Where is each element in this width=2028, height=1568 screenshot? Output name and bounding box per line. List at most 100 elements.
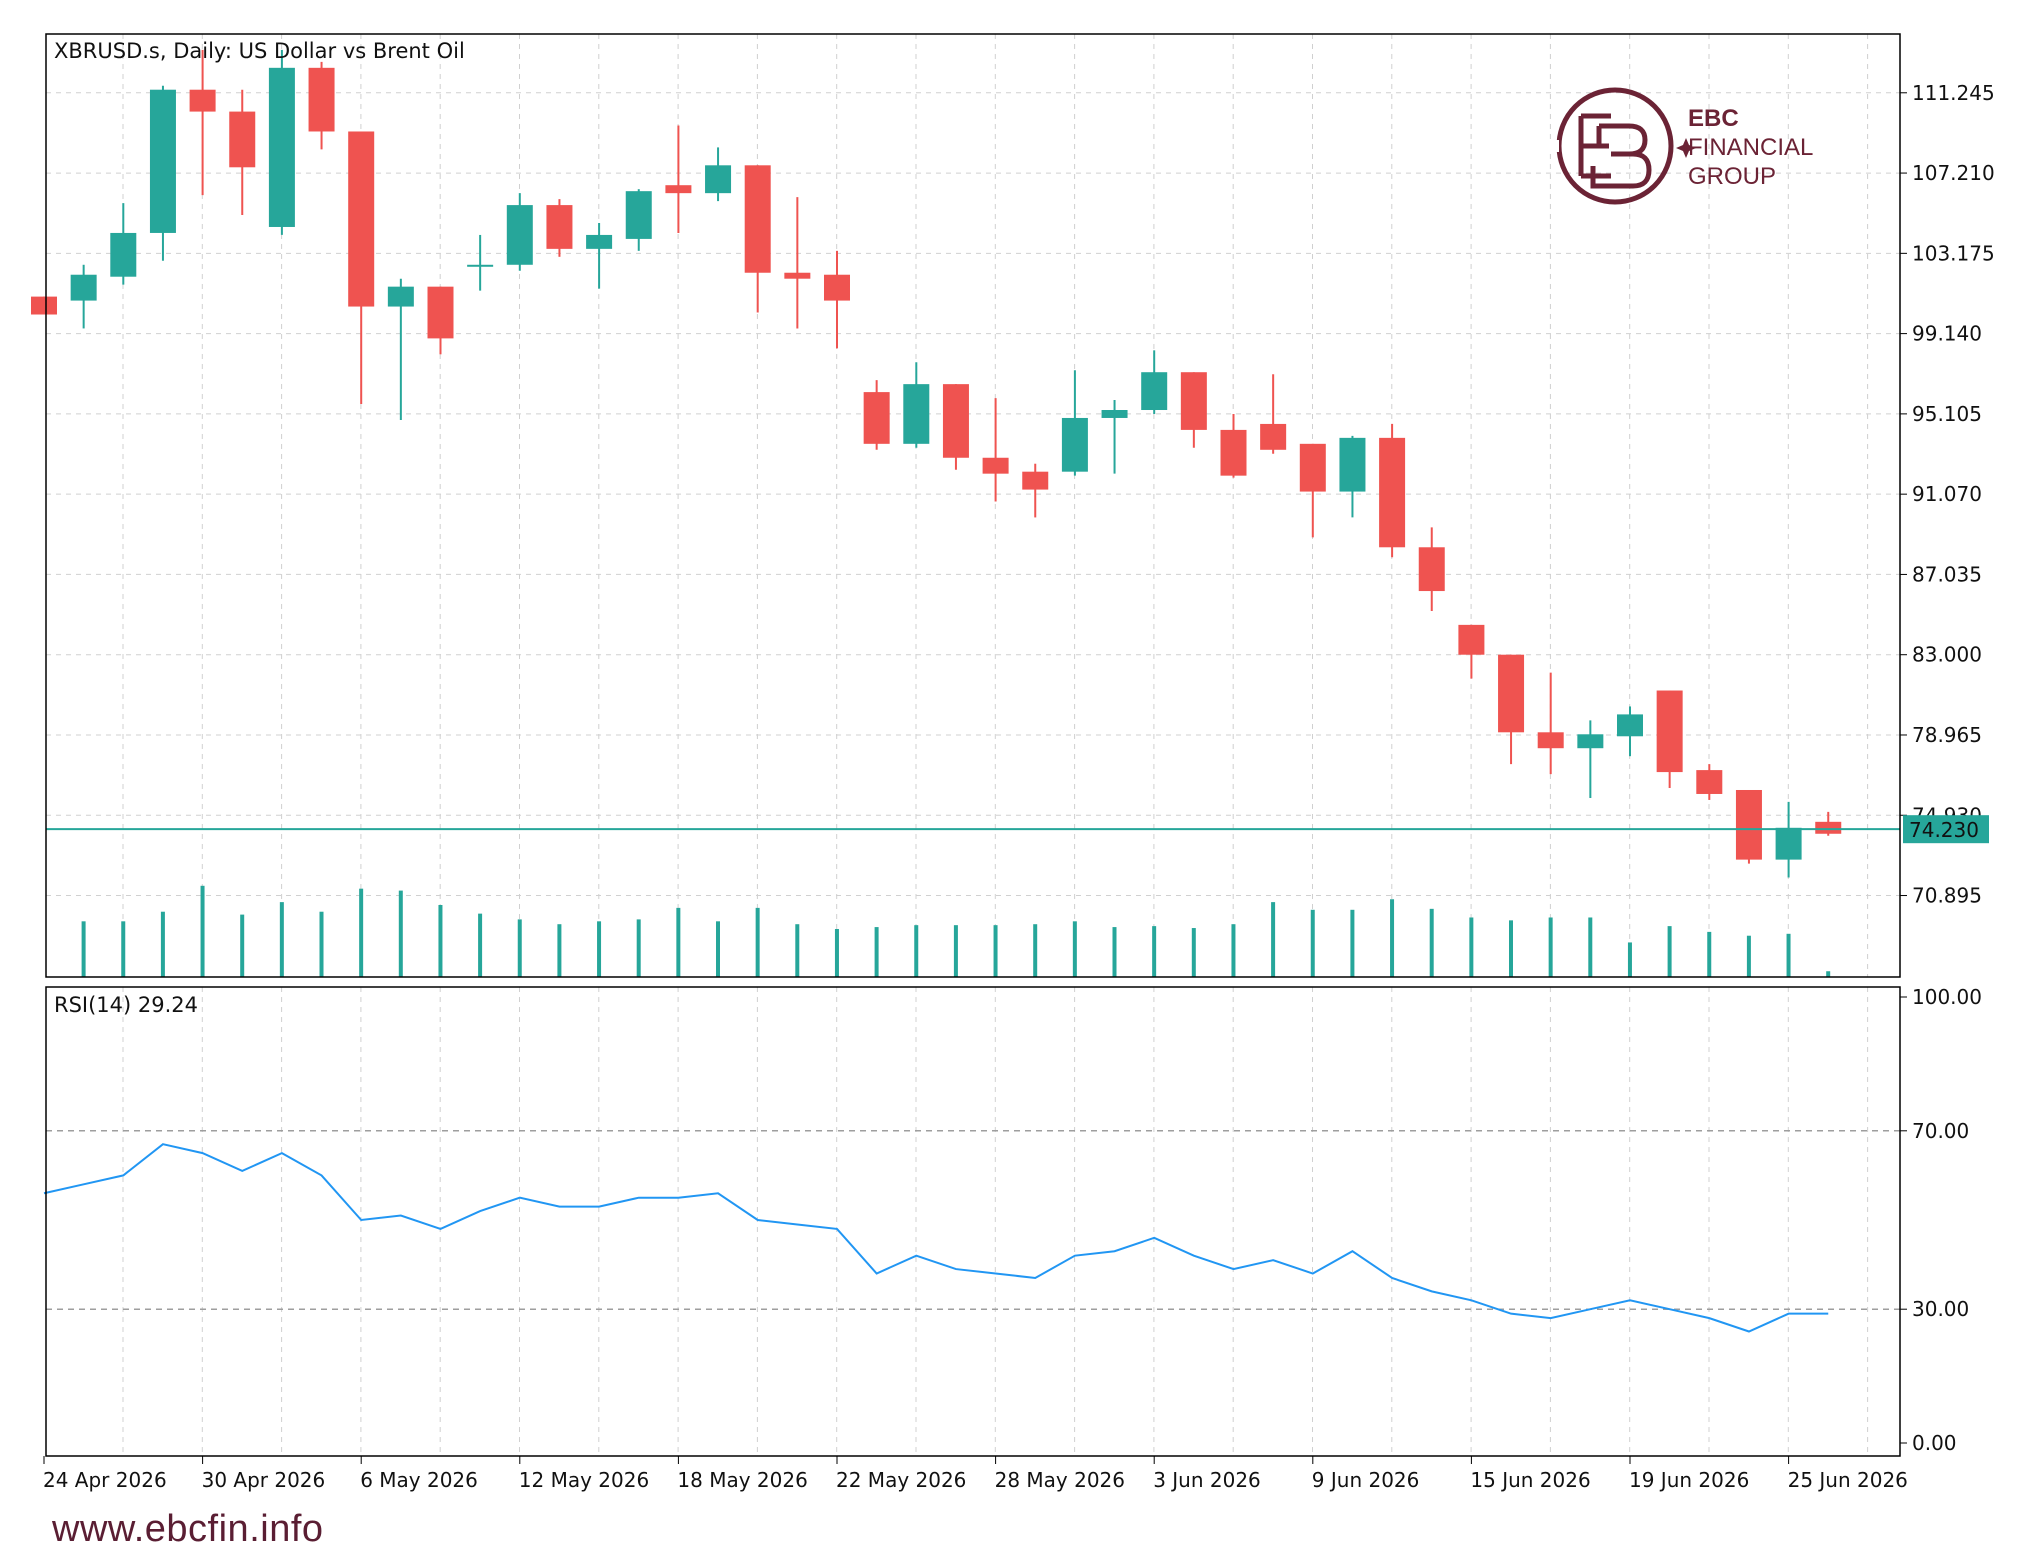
rsi-title: RSI(14) 29.24 [54, 993, 198, 1017]
ebc-logo-icon [1545, 87, 1696, 205]
volume-bar [636, 919, 641, 977]
volume-bar [1271, 902, 1276, 977]
volume-bar [953, 925, 958, 977]
volume-bar [359, 888, 364, 977]
volume-bar [398, 890, 403, 977]
volume-bar [438, 905, 443, 977]
candle-body [229, 111, 256, 168]
candle-body [1656, 690, 1683, 773]
current-price-label: 74.230 [1909, 818, 1979, 842]
y-tick-label: 99.140 [1912, 322, 1982, 346]
volume-bar [1231, 924, 1236, 977]
x-tick-label: 25 Jun 2026 [1788, 1468, 1908, 1492]
candle-body [1617, 714, 1643, 737]
x-tick-label: 22 May 2026 [836, 1468, 966, 1492]
rsi-axis: 100.00 70.00 30.00 0.00 [1900, 985, 1982, 1455]
volume-bar [1033, 924, 1038, 977]
y-tick-label: 91.070 [1912, 482, 1982, 506]
rsi-levels [46, 1130, 1900, 1310]
rsi-panel: 100.00 70.00 30.00 0.00 RSI(14) 29.24 [43, 985, 1982, 1457]
candle-body [1379, 437, 1406, 548]
y-tick-label: 100.00 [1912, 985, 1982, 1009]
candle-body [942, 384, 969, 458]
candle-body [1775, 827, 1802, 860]
volume-bar [557, 924, 562, 977]
candle-body [586, 234, 613, 249]
volume-bar [1469, 917, 1474, 977]
candle-body [149, 89, 176, 233]
x-tick-label: 18 May 2026 [677, 1468, 807, 1492]
brand-line-2: FINANCIAL [1688, 134, 1814, 161]
volume-bar [597, 921, 602, 977]
y-tick-label: 95.105 [1912, 402, 1982, 426]
y-tick-label: 107.210 [1912, 161, 1995, 185]
candle-body [348, 131, 375, 307]
candle-body [665, 185, 692, 194]
candle-body [308, 67, 335, 132]
volume-bar [716, 921, 720, 977]
volume-bar [1746, 935, 1751, 977]
brand-line-1: EBC [1688, 105, 1739, 132]
price-axis: 111.245 107.210 103.175 99.140 95.105 91.070 8… [1900, 81, 1995, 908]
volume-bar [160, 911, 165, 977]
candle-body [744, 165, 771, 273]
rsi-line [43, 1143, 1829, 1333]
price-panel-frame [45, 33, 1901, 978]
volume-bar [1310, 909, 1315, 977]
volume-bar [121, 921, 126, 977]
volume-bar [200, 885, 205, 977]
volume-bar [1667, 926, 1672, 977]
candle-body [824, 274, 850, 301]
y-tick-label: 78.965 [1912, 723, 1982, 747]
brand-line-3: GROUP [1688, 163, 1777, 190]
candle-body [1339, 437, 1366, 492]
chart-title: XBRUSD.s, Daily: US Dollar vs Brent Oil [54, 39, 465, 63]
volume-bar [834, 929, 839, 977]
candle-body [1299, 443, 1326, 492]
candle-body [31, 296, 57, 315]
candle-body [387, 286, 414, 307]
x-tick-label: 19 Jun 2026 [1629, 1468, 1749, 1492]
price-panel: 111.245 107.210 103.175 99.140 95.105 91.070 8… [31, 33, 1995, 978]
candle-body [1101, 410, 1128, 418]
y-tick-label: 0.00 [1912, 1431, 1957, 1455]
candle-body [506, 205, 533, 265]
x-tick-label: 9 Jun 2026 [1312, 1468, 1420, 1492]
volume-bar [914, 925, 919, 977]
current-price-tag [1903, 815, 1989, 844]
volume-bar [795, 924, 800, 977]
volume-bar [1350, 909, 1355, 977]
candle-body [1696, 770, 1723, 794]
x-tick-label: 3 Jun 2026 [1153, 1468, 1261, 1492]
candle-body [1418, 547, 1445, 592]
x-tick-label: 6 May 2026 [360, 1468, 478, 1492]
candle-body [467, 264, 494, 267]
candle-body [427, 286, 454, 339]
candle-body [1022, 471, 1049, 490]
rsi-panel-frame [45, 986, 1901, 1457]
volume-bar [1390, 899, 1395, 977]
y-tick-label: 103.175 [1912, 241, 1995, 265]
price-grid [46, 34, 1900, 977]
y-tick-label: 87.035 [1912, 562, 1982, 586]
volume-bar [755, 907, 760, 977]
volume-bar [319, 911, 324, 977]
y-tick-label: 83.000 [1912, 643, 1982, 667]
volume-bar [1152, 926, 1157, 977]
rsi-grid [122, 987, 1869, 1456]
y-tick-label: 111.245 [1912, 81, 1995, 105]
candle-body [546, 205, 573, 249]
candle-body [1735, 789, 1762, 860]
x-tick-label: 24 Apr 2026 [43, 1468, 167, 1492]
candle-body [1141, 372, 1168, 411]
y-tick-label: 30.00 [1912, 1297, 1969, 1321]
volume-bar [1826, 971, 1831, 977]
volume-bar [240, 914, 245, 977]
volume-bars [81, 885, 1831, 977]
candle-body [70, 274, 97, 301]
candle-body [625, 191, 652, 239]
candle-body [110, 232, 137, 277]
candle-body [903, 384, 930, 444]
volume-bar [1548, 917, 1553, 977]
